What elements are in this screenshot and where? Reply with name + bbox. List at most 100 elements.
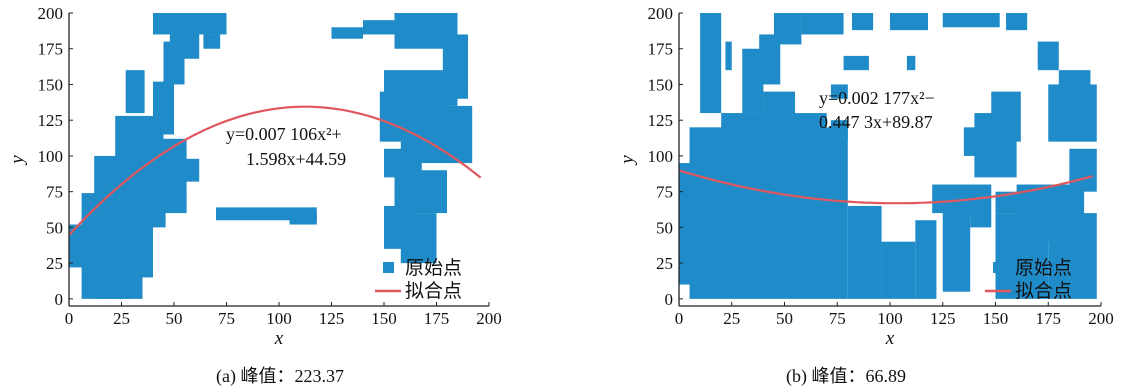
raw-point-cluster [830,120,848,142]
raw-point-cluster [742,48,764,114]
x-tick-label: 200 [476,309,502,328]
raw-point-cluster [289,213,317,225]
chart-caption-a: (a) 峰值：223.37 [216,366,344,386]
y-tick-label: 200 [648,4,674,23]
fit-equation-line2: 0.447 3x+89.87 [819,112,933,132]
raw-point-cluster [125,70,145,114]
y-tick-label: 50 [46,218,63,237]
y-tick-label: 75 [46,183,63,202]
x-tick-label: 0 [675,309,684,328]
x-tick-label: 50 [776,309,793,328]
raw-point-cluster [237,210,279,216]
x-tick-label: 150 [983,309,1009,328]
legend-points-label: 原始点 [405,257,462,279]
x-tick-label: 125 [319,309,345,328]
y-tick-label: 200 [38,4,64,23]
raw-point-cluster [331,27,363,39]
fit-curve [678,169,1093,205]
x-tick-label: 75 [829,309,846,328]
legend-points-swatch [383,262,394,273]
y-tick-label: 175 [38,40,64,59]
y-axis-title: y [7,155,28,166]
raw-point-cluster [970,184,992,228]
y-tick-label: 175 [648,40,674,59]
legend-points-swatch [993,262,1004,273]
raw-point-cluster [843,55,869,71]
y-tick-label: 150 [648,75,674,94]
raw-point-cluster [890,13,928,31]
y-tick-label: 125 [38,111,64,130]
y-tick-label: 0 [665,290,674,309]
raw-point-cluster [881,241,916,299]
raw-point-cluster [795,115,817,131]
x-tick-label: 75 [218,309,235,328]
legend-fit-label: 拟合点 [1015,280,1072,302]
y-axis-title: y [617,155,638,166]
y-tick-label: 0 [55,290,64,309]
y-tick-label: 125 [648,111,674,130]
x-tick-label: 0 [65,309,74,328]
x-tick-label: 175 [424,309,450,328]
raw-point-cluster [991,91,1021,142]
raw-point-cluster [759,34,781,85]
raw-point-cluster [1058,70,1091,99]
raw-point-cluster [942,210,971,292]
raw-point-cluster [852,13,874,31]
raw-point-cluster [400,213,437,264]
y-tick-label: 25 [656,254,673,273]
fit-equation-line1: y=0.002 177x²− [819,88,935,108]
raw-point-cluster [161,181,170,196]
raw-point-cluster [763,91,796,128]
x-tick-label: 50 [166,309,183,328]
x-tick-label: 175 [1036,309,1062,328]
y-tick-label: 75 [656,183,673,202]
raw-point-cluster [773,13,802,45]
scatter-plot-a: 0 25 50 75 100 125 150 175 200 0 25 50 75 100 125 150 17… [7,4,502,349]
x-axis-title: x [274,328,284,349]
y-tick-label: 150 [38,75,64,94]
x-tick-label: 25 [723,309,740,328]
raw-point-cluster [178,195,187,206]
raw-point-cluster [203,34,221,49]
raw-point-cluster [942,13,1000,28]
raw-point-cluster [906,55,916,71]
raw-point-cluster [995,191,1049,214]
y-tick-label: 100 [648,147,674,166]
raw-points-group [679,13,1097,299]
legend-points-label: 原始点 [1015,257,1072,279]
raw-point-cluster [1048,213,1097,299]
raw-point-cluster [847,205,882,299]
raw-point-cluster [915,220,937,299]
chart-panel-a: 0 25 50 75 100 125 150 175 200 0 25 50 75 100 125 150 17… [0,0,560,390]
raw-point-cluster [700,13,722,114]
x-tick-label: 200 [1088,309,1114,328]
raw-point-cluster [830,84,848,99]
y-tick-label: 50 [656,218,673,237]
raw-point-cluster [169,27,200,59]
fit-equation-line2: 1.598x+44.59 [246,149,346,169]
raw-point-cluster [1037,41,1059,71]
raw-point-cluster [725,41,732,71]
raw-point-cluster [801,13,844,35]
x-tick-label: 125 [930,309,956,328]
scatter-plot-b: 0 25 50 75 100 125 150 175 200 0 25 50 75 100 125 150 17… [617,4,1114,349]
raw-points-group [69,13,473,299]
raw-point-cluster [426,84,468,99]
chart-caption-b: (b) 峰值：66.89 [786,366,906,386]
x-axis-title: x [885,328,895,349]
legend-fit-label: 拟合点 [405,280,462,302]
x-tick-label: 100 [266,309,292,328]
raw-point-cluster [679,163,701,285]
fit-equation-line1: y=0.007 106x²+ [226,124,342,144]
y-tick-label: 25 [46,254,63,273]
y-tick-label: 100 [38,147,64,166]
fit-curve [68,105,482,236]
raw-point-cluster [963,127,992,156]
raw-point-cluster [1069,148,1097,192]
raw-point-cluster [1006,13,1028,31]
x-tick-label: 150 [371,309,397,328]
chart-panel-b: 0 25 50 75 100 125 150 175 200 0 25 50 75 100 125 150 17… [565,0,1127,390]
raw-point-cluster [153,81,174,135]
x-tick-label: 25 [113,309,130,328]
x-tick-label: 100 [877,309,903,328]
